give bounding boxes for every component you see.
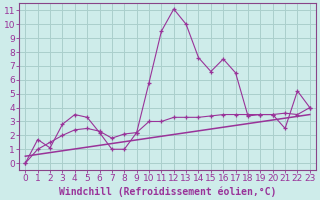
X-axis label: Windchill (Refroidissement éolien,°C): Windchill (Refroidissement éolien,°C) xyxy=(59,186,276,197)
